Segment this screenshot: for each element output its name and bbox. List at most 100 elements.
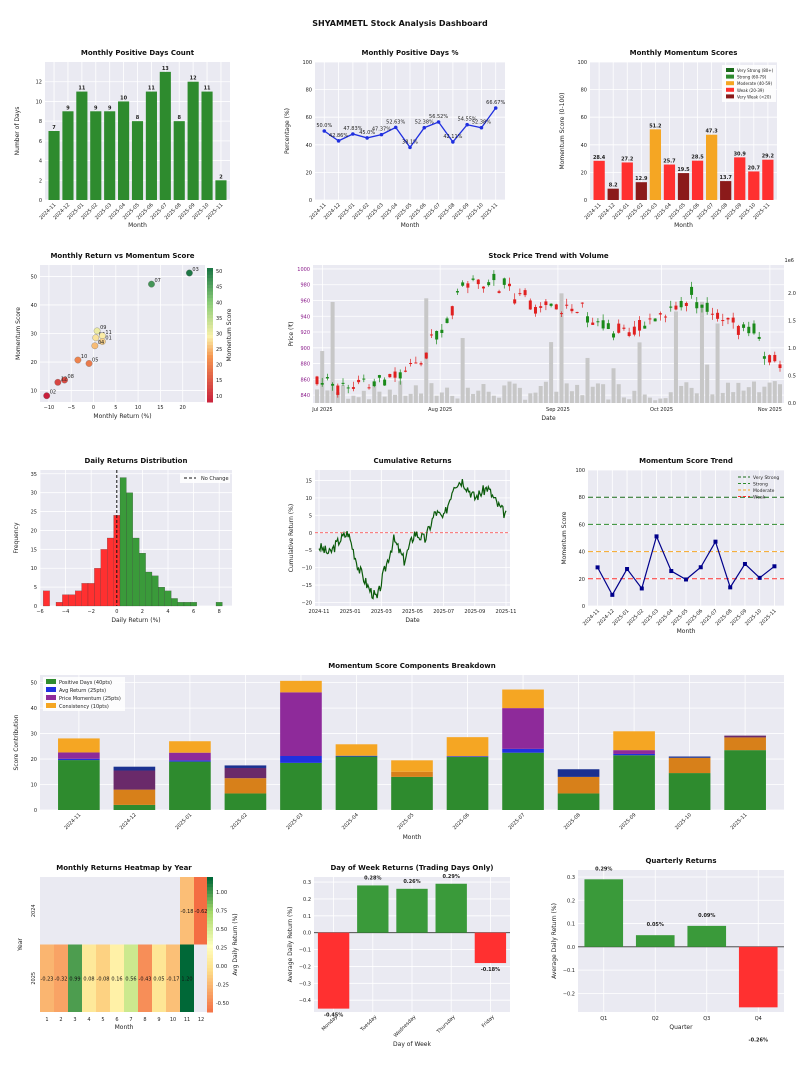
c3-data-label: 27.2 [621, 156, 634, 162]
c5-candle [742, 324, 746, 328]
c3-data-label: 12.9 [635, 176, 648, 182]
c6-bin [100, 549, 108, 607]
c7-ytick: −5 [305, 548, 312, 554]
c7-xtick: 2025-03 [371, 609, 392, 615]
c12-ytick: 0.3 [567, 875, 575, 881]
c5-candle [429, 334, 433, 336]
c5-volume-bar [325, 390, 330, 403]
c2-ytick: 20 [306, 170, 312, 176]
c9-ytick: 10 [31, 783, 37, 789]
c5-volume-bar [460, 338, 465, 403]
c3-bar [720, 181, 732, 200]
c6-bin [139, 553, 146, 607]
c10-colorbar-cell [207, 978, 213, 983]
c7-ytick: 15 [306, 478, 312, 484]
c5-candle [627, 332, 631, 336]
c11-data-label: -0.45% [324, 1013, 343, 1019]
c1-data-label: 13 [162, 66, 169, 72]
c5-volume-bar [419, 393, 424, 403]
c5-candle [664, 316, 668, 318]
c6-bin [190, 602, 197, 607]
c3-data-label: 8.2 [609, 183, 618, 189]
c5-volume-bar [611, 368, 616, 403]
c12-ytick: −0.2 [563, 991, 575, 997]
c8-point [713, 539, 718, 544]
c10-colorbar-cell [207, 934, 213, 939]
c5-volume-bar [507, 381, 512, 403]
c6-xtick: −6 [36, 609, 43, 615]
c9-bar-segment [613, 753, 655, 756]
c5-volume-bar [684, 382, 689, 403]
c5-candle [601, 320, 605, 329]
c4-colorbar-tick: 25 [216, 347, 222, 353]
c5-volume-bar [367, 399, 372, 403]
c3-ytick: 80 [581, 88, 587, 94]
c5-volume-bar [398, 381, 403, 403]
c5-candle [502, 278, 506, 285]
c3-bar [607, 188, 619, 200]
c11-ytick: 0.1 [303, 914, 311, 920]
c10-colorbar-cell [207, 1008, 213, 1013]
c5-volume-bar [751, 381, 756, 403]
c10-colorbar-tick: -0.50 [216, 1001, 229, 1007]
c5-ytick: 980 [300, 283, 310, 289]
c5-volume-bar [653, 400, 658, 403]
c5-volume-bar [772, 381, 777, 403]
c3-data-label: 51.2 [649, 123, 662, 129]
c12-bar [635, 935, 675, 947]
c11-ytick: −0.3 [299, 981, 311, 987]
c4-colorbar-cell [207, 375, 213, 380]
c5-y2tick: 0.5 [788, 374, 796, 380]
c5-volume-bar [361, 390, 366, 403]
c5-candle [414, 362, 418, 364]
c9-bar-segment [557, 776, 600, 794]
c2-data-label: 45.0% [359, 130, 375, 136]
c5-candle [331, 383, 335, 386]
c11-data-label: 0.29% [443, 874, 460, 880]
c9-bar-segment [280, 756, 322, 763]
c5-y2tick: 0.0 [788, 401, 796, 407]
c5-volume-bar [481, 384, 486, 403]
c7-xtick: 2025-01 [340, 609, 361, 615]
c8-legend-label: Moderate [753, 488, 775, 494]
c8-legend-label: Weak [753, 495, 766, 501]
c3-legend-swatch [726, 87, 734, 92]
c10-colorbar-cell [207, 974, 213, 979]
c5-volume-bar [543, 381, 548, 403]
c6-bin [75, 590, 82, 607]
c4-point [74, 356, 82, 364]
c1-data-label: 7 [52, 125, 56, 131]
c9-ytick: 0 [34, 808, 37, 814]
c4-colorbar-cell [207, 385, 213, 390]
c10-colorbar-cell [207, 907, 213, 912]
c2-point [465, 122, 469, 127]
c12-xtick: Q4 [755, 1016, 762, 1022]
c5-volume-bar [694, 393, 699, 403]
c9-legend-swatch [46, 695, 56, 700]
c5-candle [554, 304, 558, 310]
c9-bar-segment [613, 731, 655, 751]
c2-point [351, 132, 355, 136]
c4-colorbar-cell [207, 278, 213, 282]
c1-bar [201, 91, 213, 200]
c10-colorbar-cell [207, 877, 213, 881]
c10-colorbar-cell [207, 910, 213, 915]
c7-ytick: 10 [306, 496, 312, 502]
c4-ytick: 10 [31, 389, 37, 395]
c12-bar [738, 946, 778, 1008]
c8-point [654, 534, 659, 539]
c6-xlabel: Daily Return (%) [111, 617, 160, 624]
c2-data-label: 47.37% [372, 127, 391, 133]
c8-xlabel: Month [677, 628, 696, 635]
c10-colorbar-cell [207, 954, 213, 959]
c5-candle [507, 283, 511, 287]
c12-xlabel: Quarter [669, 1024, 693, 1031]
c5-volume-bar [429, 383, 434, 403]
c1-bar [131, 121, 144, 200]
c10-colorbar-tick: 0.75 [216, 908, 227, 914]
c8-ytick: 60 [579, 522, 585, 528]
c10-cell-label: -0.32 [55, 976, 68, 982]
c9-bar-segment [724, 737, 766, 751]
c6-bin [62, 594, 69, 607]
c10-colorbar-cell [207, 917, 213, 922]
